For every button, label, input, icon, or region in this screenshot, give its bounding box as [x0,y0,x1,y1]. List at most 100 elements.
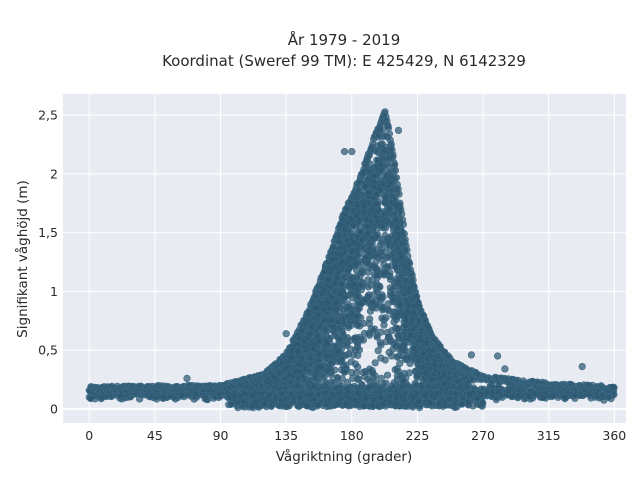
data-point [373,288,381,296]
data-point [372,379,380,387]
data-point [392,263,400,271]
data-point [359,336,368,344]
data-point [396,301,404,309]
data-point [347,358,355,366]
data-point [365,249,374,257]
data-point [530,389,539,397]
data-point [333,299,341,307]
data-point [313,332,322,340]
data-point [388,382,396,390]
data-point [371,325,379,333]
data-point [336,335,344,344]
data-point [401,346,410,355]
data-point [549,392,558,400]
data-point [364,268,372,276]
data-point [513,392,521,400]
data-point [525,392,533,400]
data-point [339,329,347,337]
data-point [323,298,332,306]
data-point [309,345,317,353]
data-point [331,366,339,374]
data-point [391,366,399,374]
data-point [362,215,370,224]
data-point [399,377,408,385]
data-point [210,394,218,402]
data-point [373,271,381,279]
data-point [377,374,385,382]
data-point [381,356,389,364]
data-point [373,200,381,208]
data-point [338,280,346,289]
data-point [378,217,386,225]
data-point [393,353,401,361]
data-point [411,379,419,388]
data-point [326,304,334,313]
data-point [87,394,95,403]
data-point [341,368,349,376]
data-point [330,343,338,351]
data-point [394,310,402,318]
data-point [562,393,570,402]
data-point [97,394,106,402]
data-point [360,319,368,327]
data-point [202,394,210,402]
data-point [428,376,436,384]
data-point [384,263,392,271]
data-point [294,382,302,390]
data-point [349,302,357,310]
data-point [348,317,356,325]
data-point [323,352,331,360]
data-point [306,354,314,362]
data-point [159,393,167,401]
data-point [381,231,389,240]
data-point [421,369,430,377]
data-point [386,338,395,346]
data-point [334,357,342,366]
data-point [340,306,348,314]
data-point [391,239,399,247]
data-point [153,395,161,403]
data-point [371,359,379,367]
data-point [351,334,359,342]
data-point [406,353,414,361]
data-point [378,255,386,264]
data-point [357,269,365,277]
data-point [379,306,387,314]
data-point [372,252,380,260]
scatter-points [85,108,618,412]
data-point [350,351,358,359]
data-point [328,316,336,324]
data-point [539,393,547,402]
data-point [366,365,374,373]
data-point [322,380,330,388]
data-point [361,373,369,381]
data-point [373,333,381,341]
data-point [364,230,372,238]
data-point [366,307,375,315]
data-point [358,380,366,389]
data-point [391,216,400,224]
data-point [492,396,500,404]
data-point [504,388,513,396]
data-point [324,360,332,369]
data-point [322,327,330,335]
data-point [323,338,331,346]
data-point [406,359,414,368]
data-point [353,369,361,377]
data-point [381,194,389,202]
data-point [330,323,338,331]
data-point [402,321,410,330]
data-point [306,368,314,376]
data-point [364,276,372,284]
data-point [384,253,392,261]
data-point [317,363,325,371]
data-point [366,315,374,323]
data-point [360,296,369,304]
data-point [384,239,393,247]
data-point [369,298,377,306]
data-point [347,290,355,298]
data-point [332,305,340,313]
data-point [378,239,386,247]
data-point [378,314,386,322]
